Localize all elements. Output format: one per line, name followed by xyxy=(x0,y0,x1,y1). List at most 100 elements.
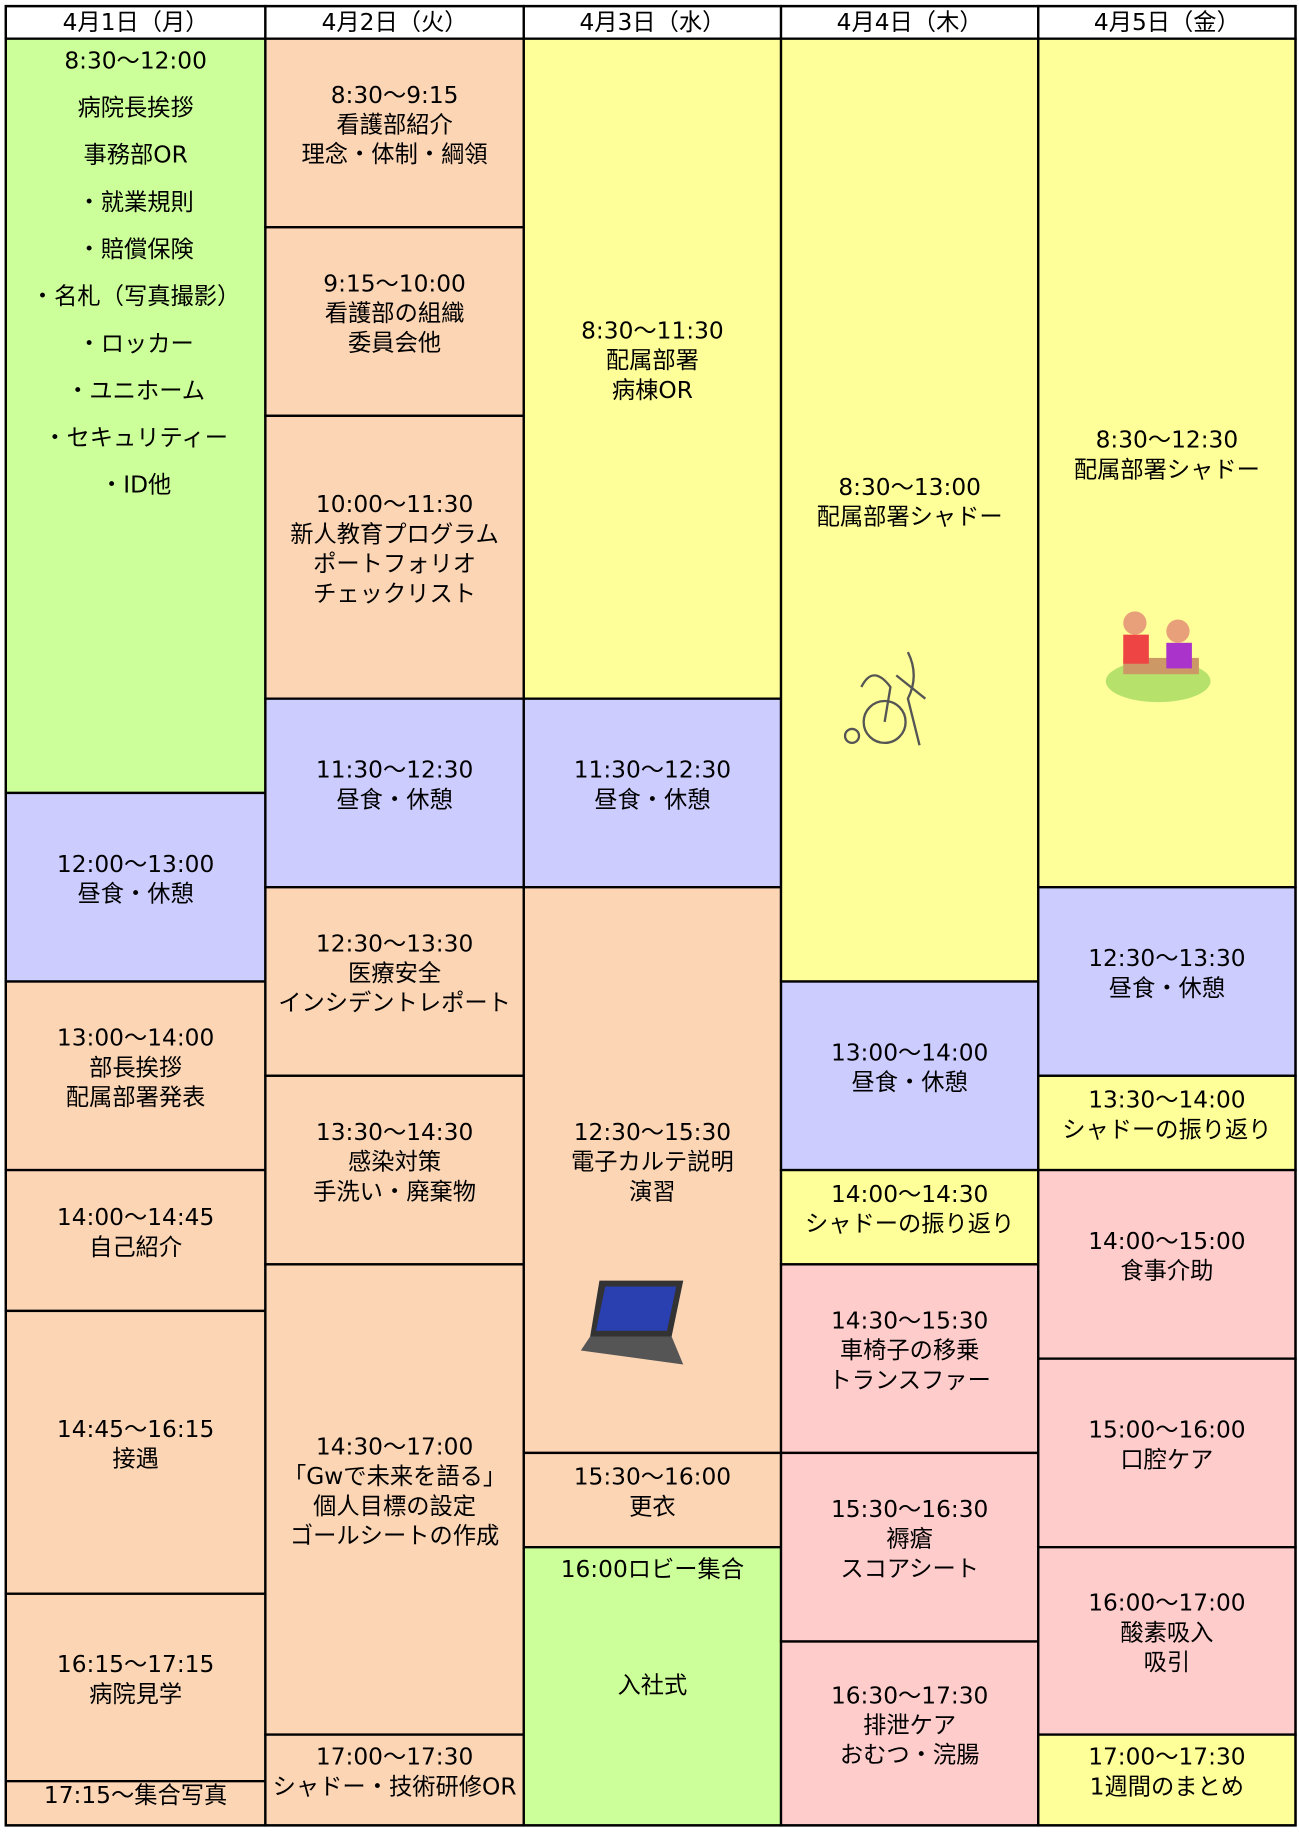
cell-text: 16:15〜17:15 xyxy=(57,1651,214,1678)
cell-text: 13:00〜14:00 xyxy=(57,1025,214,1052)
cell-text: 配属部署シャドー xyxy=(1074,456,1260,483)
table-border xyxy=(4,4,1297,1827)
cell xyxy=(1037,1546,1297,1736)
cell-text: 医療安全 xyxy=(348,960,441,987)
cell-text: 17:15〜集合写真 xyxy=(44,1782,227,1809)
cell-text: 14:00〜14:45 xyxy=(57,1204,214,1231)
cell xyxy=(4,37,267,795)
cell xyxy=(264,697,525,889)
cell-text: 排泄ケア xyxy=(863,1712,956,1739)
cell-text: 昼食・休憩 xyxy=(594,786,710,813)
cell-text: 8:30〜9:15 xyxy=(331,82,459,109)
cell-text: 酸素吸入 xyxy=(1120,1619,1213,1646)
cell-text: 看護部紹介 xyxy=(336,111,452,138)
cell-text: 10:00〜11:30 xyxy=(316,491,473,518)
cell xyxy=(264,1263,525,1736)
cell-text: 1週間のまとめ xyxy=(1090,1773,1244,1800)
cell-text: 褥瘡 xyxy=(886,1526,933,1553)
laptop-icon xyxy=(580,1280,684,1365)
cell xyxy=(4,1168,267,1313)
cell xyxy=(522,697,783,889)
cell-text: 14:45〜16:15 xyxy=(57,1416,214,1443)
cell-text: ・就業規則 xyxy=(77,189,193,216)
cell xyxy=(522,37,783,700)
cell-text: 配属部署発表 xyxy=(66,1084,206,1111)
cell-text: ゴールシートの作成 xyxy=(290,1523,499,1550)
cell-text: 病棟OR xyxy=(612,377,693,404)
cell xyxy=(1037,1168,1297,1360)
cell-text: 8:30〜12:00 xyxy=(64,47,207,74)
cell-text: 吸引 xyxy=(1144,1649,1191,1676)
cell-text: 9:15〜10:00 xyxy=(323,270,466,297)
cell xyxy=(264,37,525,229)
cell-text: 「Gwで未来を語る」 xyxy=(283,1463,506,1490)
cell-text: ・ユニホーム xyxy=(66,377,205,404)
cell-text: 8:30〜12:30 xyxy=(1096,427,1239,454)
cell-text: ・セキュリティー xyxy=(43,425,228,452)
cell-text: 12:30〜13:30 xyxy=(1088,945,1245,972)
cell-text: トランスファー xyxy=(828,1367,990,1394)
cell-text: 昼食・休憩 xyxy=(1109,975,1225,1002)
cell-text: 病院見学 xyxy=(89,1681,182,1708)
cell-text: 理念・体制・綱領 xyxy=(302,141,488,168)
cell-text: ・名札（写真撮影） xyxy=(31,283,240,310)
cell-text: 食事介助 xyxy=(1120,1258,1213,1285)
cell xyxy=(4,980,267,1172)
cell-text: 感染対策 xyxy=(348,1149,441,1176)
cell-text: 配属部署 xyxy=(606,347,699,374)
cell-text: 17:00〜17:30 xyxy=(1088,1744,1245,1771)
day-header: 4月3日（水） xyxy=(579,9,725,36)
cell-text: ・ロッカー xyxy=(77,330,193,357)
cell-text: 15:30〜16:30 xyxy=(831,1496,988,1523)
cell-text: 15:30〜16:00 xyxy=(574,1464,731,1491)
cell-text: 11:30〜12:30 xyxy=(316,757,473,784)
cell-text: 12:00〜13:00 xyxy=(57,851,214,878)
cell-text: 接遇 xyxy=(112,1446,159,1473)
cell-text: 看護部の組織 xyxy=(325,300,465,327)
cell-text: 11:30〜12:30 xyxy=(574,757,731,784)
cell-text: インシデントレポート xyxy=(278,990,511,1017)
cell-text: 入社式 xyxy=(618,1672,688,1699)
cell xyxy=(4,1309,267,1595)
cell-text: 16:00ロビー集合 xyxy=(561,1556,744,1583)
cell-text: シャドーの振り返り xyxy=(1062,1116,1271,1143)
cell-text: シャドー・技術研修OR xyxy=(273,1773,517,1800)
cell-text: 車椅子の移乗 xyxy=(840,1337,980,1364)
cell-text: チェックリスト xyxy=(313,580,476,607)
cell-text: 17:00〜17:30 xyxy=(316,1744,473,1771)
cell xyxy=(522,1451,783,1549)
cell-text: 13:30〜14:30 xyxy=(316,1119,473,1146)
cell-text: 昼食・休憩 xyxy=(336,786,452,813)
day-header: 4月1日（月） xyxy=(63,9,209,36)
cell-text: 委員会他 xyxy=(348,330,441,357)
cell-text: ・ID他 xyxy=(100,472,171,499)
cell-text: スコアシート xyxy=(840,1555,979,1582)
cell-text: 16:30〜17:30 xyxy=(831,1682,988,1709)
cell-text: 14:30〜17:00 xyxy=(316,1433,473,1460)
day-header: 4月4日（木） xyxy=(837,9,983,36)
cell-text: 昼食・休憩 xyxy=(851,1069,967,1096)
cell-text: 演習 xyxy=(629,1178,676,1205)
cell-text: 手洗い・廃棄物 xyxy=(313,1178,476,1205)
cell-text: 事務部OR xyxy=(83,142,187,169)
cell xyxy=(264,414,525,700)
cell-text: 配属部署シャドー xyxy=(817,503,1003,530)
cell-text: 12:30〜15:30 xyxy=(574,1119,731,1146)
cell-text: 14:00〜14:30 xyxy=(831,1181,988,1208)
cell-text: 13:00〜14:00 xyxy=(831,1039,988,1066)
cell xyxy=(264,1733,525,1827)
cell-text: 16:00〜17:00 xyxy=(1088,1590,1245,1617)
cell-text: 昼食・休憩 xyxy=(77,881,193,908)
cell-text: 8:30〜11:30 xyxy=(581,318,724,345)
cell-text: 新人教育プログラム xyxy=(290,521,499,548)
cell xyxy=(264,1074,525,1266)
cell xyxy=(779,37,1040,983)
cell-text: 8:30〜13:00 xyxy=(838,474,981,501)
cell-text: おむつ・浣腸 xyxy=(840,1742,980,1769)
cell xyxy=(4,791,267,983)
cell-text: ・賠償保険 xyxy=(77,236,193,263)
cell-text: 13:30〜14:00 xyxy=(1088,1087,1245,1114)
day-header: 4月5日（金） xyxy=(1094,9,1240,36)
cell-text: ポートフォリオ xyxy=(313,551,476,578)
